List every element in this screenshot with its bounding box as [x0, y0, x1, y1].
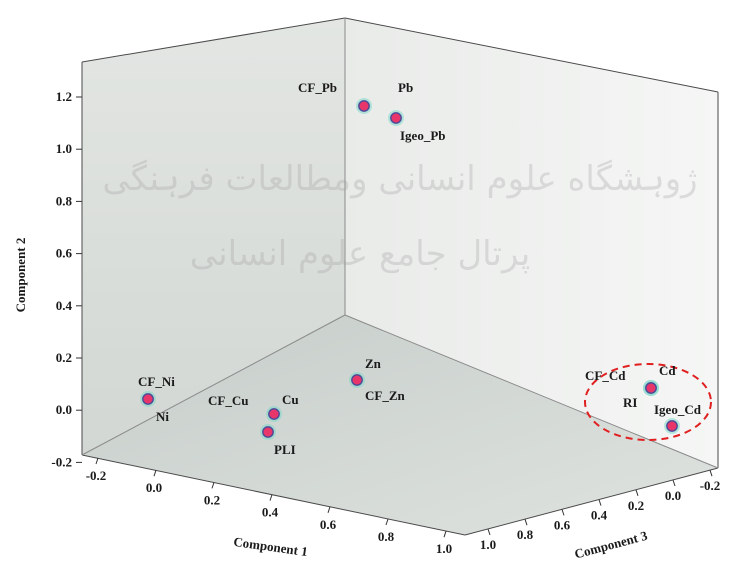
y-tick-label: 0.0 — [56, 402, 72, 417]
x-tick-label: 1.0 — [436, 541, 452, 556]
x-tick-label: 0.2 — [204, 492, 220, 507]
z-tick-label: -0.2 — [700, 478, 721, 493]
z-tick-mark — [524, 519, 528, 526]
z-axis-ticks: 1.0 0.8 0.6 0.4 0.2 0.0 -0.2 — [480, 470, 720, 552]
data-point-marker — [358, 100, 370, 112]
data-point — [388, 110, 404, 126]
point-label: Cu — [282, 392, 299, 407]
point-label: Ni — [156, 409, 169, 424]
z-tick-mark — [709, 470, 713, 477]
z-tick-mark — [487, 528, 491, 536]
point-label: CF_Cu — [208, 393, 248, 408]
data-point — [356, 98, 372, 114]
data-point-marker — [262, 426, 274, 438]
x-tick-mark — [269, 494, 273, 501]
y-axis-ticks: 1.2 1.0 0.8 0.6 0.4 0.2 0.0 -0.2 — [51, 89, 82, 469]
point-label: CF_Zn — [365, 388, 406, 403]
z-tick-label: 0.2 — [628, 498, 644, 513]
point-label: PLI — [274, 442, 296, 457]
data-point-marker — [142, 393, 154, 405]
point-label: CF_Pb — [298, 80, 337, 95]
y-tick-label: 1.0 — [56, 141, 72, 156]
data-point-marker — [645, 382, 657, 394]
x-tick-label: -0.2 — [86, 468, 107, 483]
y-tick-label: 0.2 — [56, 350, 72, 365]
box-edges — [81, 17, 719, 536]
watermark: ژوہشگاه علوم انسانی ومطالعات فرہنگی پرتا… — [102, 159, 697, 274]
y-tick-label: -0.2 — [51, 454, 72, 469]
z-tick-label: 0.0 — [665, 488, 681, 503]
data-point-marker — [666, 420, 678, 432]
point-label: CF_Cd — [585, 368, 626, 383]
x-tick-label: 0.6 — [320, 517, 337, 532]
x-tick-label: 0.8 — [378, 529, 395, 544]
z-tick-mark — [635, 489, 639, 496]
y-tick-label: 1.2 — [56, 89, 72, 104]
data-point — [349, 372, 365, 388]
data-point-marker — [268, 408, 280, 420]
back-right-pane — [345, 18, 718, 468]
data-points — [140, 98, 680, 440]
z-tick-label: 1.0 — [480, 537, 496, 552]
z-tick-mark — [561, 509, 565, 516]
point-label: RI — [623, 395, 637, 410]
highlight-ellipse — [584, 363, 712, 441]
z-tick-mark — [598, 499, 602, 506]
x-tick-label: 0.0 — [146, 480, 162, 495]
y-axis-title: Component 2 — [13, 238, 28, 313]
point-label: Igeo_Pb — [400, 128, 446, 143]
back-left-pane — [82, 18, 345, 455]
z-tick-label: 0.6 — [554, 517, 571, 532]
data-point-marker — [390, 112, 402, 124]
data-point — [643, 380, 659, 396]
data-point — [140, 391, 156, 407]
x-tick-mark — [327, 506, 331, 513]
x-tick-mark — [443, 531, 447, 538]
x-tick-mark — [211, 482, 215, 489]
data-point — [664, 418, 680, 434]
y-tick-label: 0.4 — [56, 298, 73, 313]
floor-pane — [82, 315, 718, 535]
z-tick-label: 0.8 — [517, 527, 534, 542]
point-label: Cd — [659, 363, 676, 378]
point-label: Zn — [365, 356, 382, 371]
data-point — [266, 406, 282, 422]
x-tick-mark — [385, 518, 389, 526]
data-point — [260, 424, 276, 440]
x-axis-title: Component 1 — [233, 534, 309, 559]
z-tick-label: 0.4 — [591, 508, 608, 523]
data-point-marker — [351, 374, 363, 386]
point-label: CF_Ni — [138, 374, 175, 389]
y-tick-label: 0.8 — [56, 193, 73, 208]
z-axis-title: Component 3 — [573, 528, 650, 562]
x-tick-mark — [95, 457, 99, 465]
watermark-line2: پرتال جامع علوم انسانی — [190, 234, 530, 274]
point-label: Pb — [398, 80, 413, 95]
y-tick-label: 0.6 — [56, 246, 73, 261]
x-tick-label: 0.4 — [262, 505, 279, 520]
z-tick-mark — [672, 479, 676, 487]
watermark-line1: ژوہشگاه علوم انسانی ومطالعات فرہنگی — [102, 159, 697, 199]
x-tick-mark — [153, 470, 157, 477]
point-label: Igeo_Cd — [654, 402, 702, 417]
point-labels: CF_Pb Pb Igeo_Pb CF_Ni Ni CF_Cu Cu PLI Zn CF_Zn CF… — [138, 80, 702, 457]
x-axis-ticks: -0.2 0.0 0.2 0.4 0.6 0.8 1.0 — [86, 457, 452, 556]
